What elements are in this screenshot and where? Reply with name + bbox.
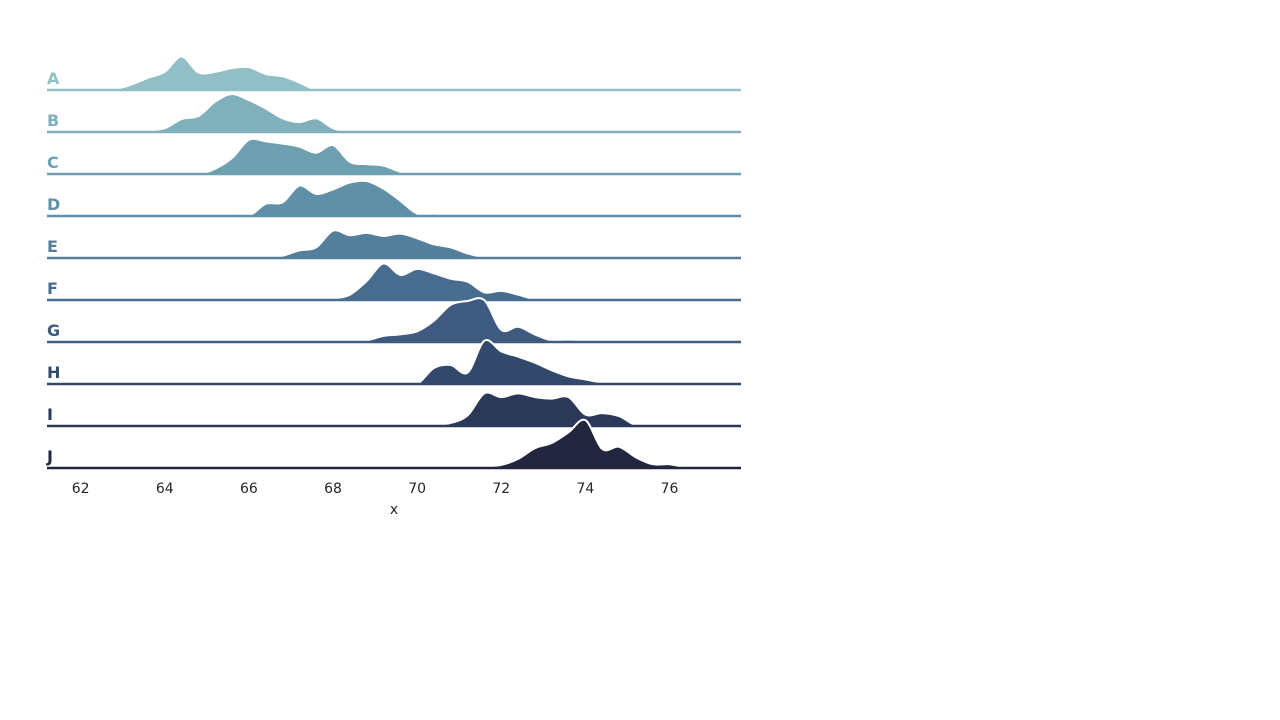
ridge-area-D — [47, 180, 737, 216]
ridge-area-E — [47, 230, 737, 258]
ridge-outline-C — [47, 137, 737, 175]
ridge-area-J — [47, 419, 737, 468]
x-axis-label: x — [390, 502, 398, 518]
ridge-outline-I — [47, 391, 737, 427]
x-tick-label: 72 — [492, 481, 510, 497]
x-tick-label: 70 — [408, 481, 426, 497]
ridge-area-B — [47, 93, 737, 132]
ridge-outline-G — [46, 297, 737, 344]
ridge-I: I — [47, 391, 741, 428]
ridge-B: B — [47, 93, 741, 134]
ridge-area-H — [47, 340, 737, 384]
ridge-label-E: E — [47, 237, 58, 256]
ridge-label-F: F — [47, 279, 58, 298]
ridge-outline-B — [47, 93, 737, 133]
ridge-label-I: I — [47, 405, 53, 424]
ridge-label-D: D — [47, 195, 60, 214]
ridge-D: D — [46, 179, 741, 218]
ridge-area-F — [47, 263, 737, 300]
ridge-label-B: B — [47, 111, 59, 130]
ridge-label-C: C — [47, 153, 59, 172]
ridge-label-A: A — [47, 69, 60, 88]
ridge-F: F — [46, 262, 741, 302]
ridge-area-A — [47, 56, 737, 90]
x-tick-label: 74 — [576, 481, 594, 497]
ridge-E: E — [46, 229, 741, 260]
ridge-C: C — [47, 137, 741, 176]
ridge-outline-H — [46, 339, 737, 385]
x-tick-label: 76 — [661, 481, 679, 497]
x-tick-label: 64 — [156, 481, 174, 497]
ridge-area-I — [47, 392, 737, 426]
ridge-label-H: H — [47, 363, 60, 382]
ridge-J: J — [46, 418, 741, 470]
ridge-A: A — [47, 55, 741, 92]
x-axis: 62 64 66 68 70 72 74 76 — [72, 481, 679, 497]
x-tick-label: 62 — [72, 481, 90, 497]
x-tick-label: 66 — [240, 481, 258, 497]
ridges-group: A B C D E F G H I J — [46, 55, 741, 470]
x-tick-label: 68 — [324, 481, 342, 497]
ridge-label-J: J — [46, 447, 53, 466]
ridge-G: G — [46, 297, 741, 344]
ridge-H: H — [46, 339, 741, 386]
ridge-label-G: G — [47, 321, 60, 340]
